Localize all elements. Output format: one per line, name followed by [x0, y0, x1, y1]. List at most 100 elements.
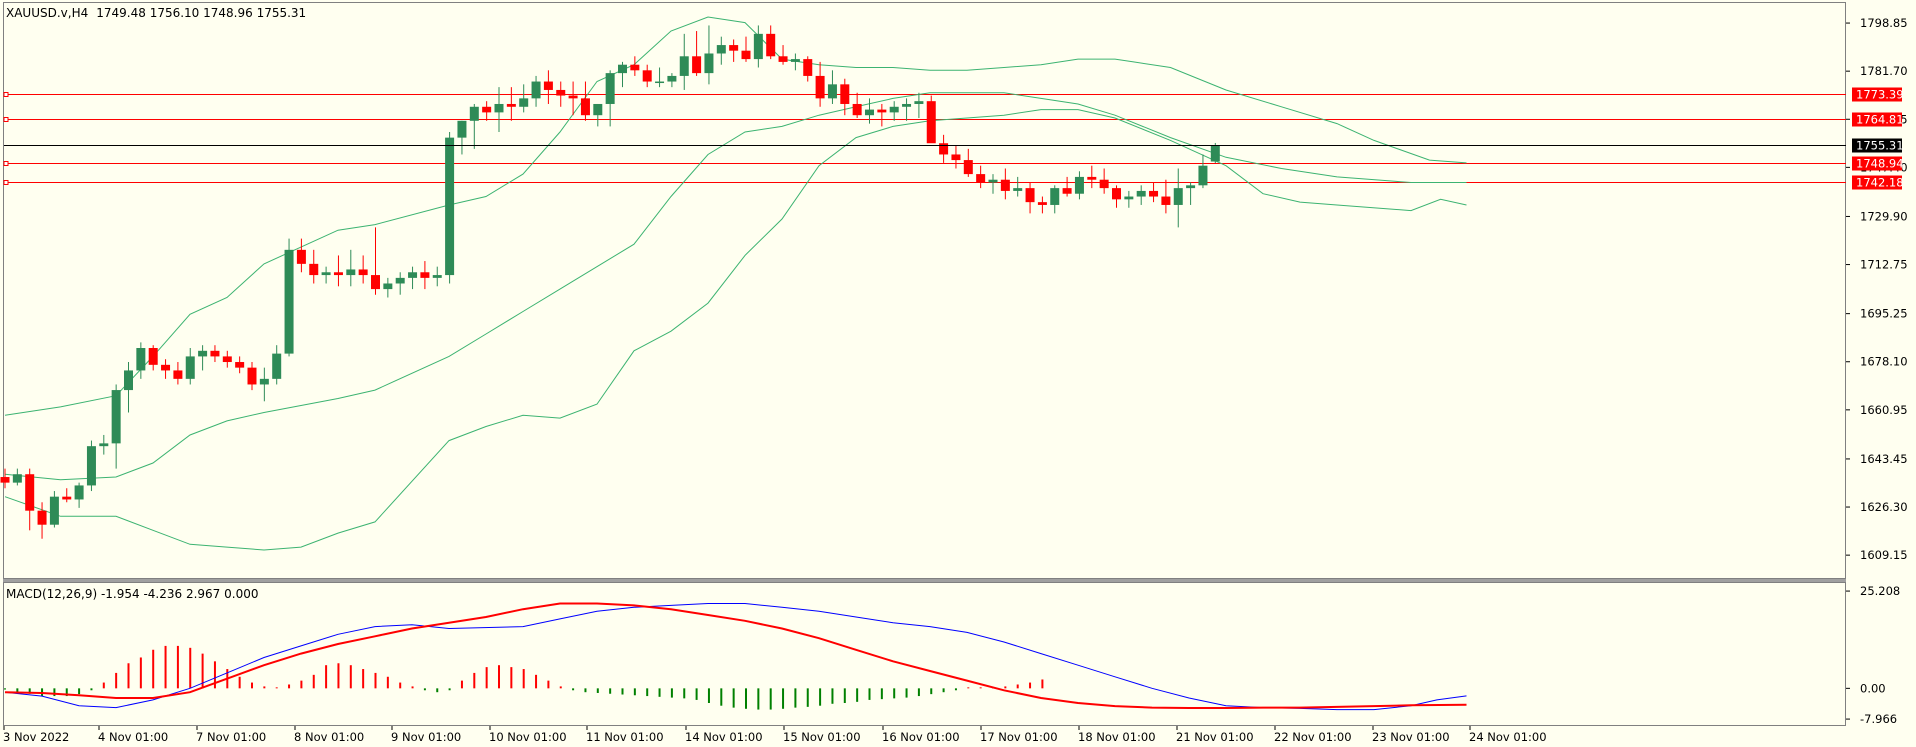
- candle-body: [12, 474, 22, 483]
- candle-body: [1112, 188, 1121, 200]
- candle-body: [1210, 145, 1220, 162]
- candle-body: [111, 390, 121, 444]
- candle-body: [86, 446, 96, 486]
- time-tick-label: 10 Nov 01:00: [489, 730, 567, 744]
- candle-body: [1025, 188, 1035, 203]
- macd-header-label: MACD(12,26,9) -1.954 -4.236 2.967 0.000: [6, 587, 258, 601]
- candle-body: [1186, 185, 1196, 189]
- time-tick-label: 23 Nov 01:00: [1372, 730, 1450, 744]
- candle-body: [902, 103, 912, 107]
- candle-body: [827, 84, 837, 99]
- candle-body: [25, 474, 35, 511]
- candle-body: [692, 56, 702, 74]
- level-handle: [3, 92, 9, 97]
- time-tick-label: 3 Nov 2022: [3, 730, 69, 744]
- time-tick-label: 16 Nov 01:00: [882, 730, 960, 744]
- level-price-tag: [1852, 112, 1902, 127]
- candle-body: [1087, 176, 1097, 180]
- candle-body: [346, 269, 356, 276]
- bollinger-upper-line: [4, 16, 1467, 416]
- candle-body: [951, 154, 961, 161]
- horizontal-levels: 1773.39 1764.81 1748.94 1742.18: [3, 87, 1904, 190]
- level-handle: [3, 117, 9, 122]
- candle-body: [593, 103, 603, 116]
- candle-body: [679, 56, 689, 76]
- candle-body: [210, 350, 220, 357]
- price-tick-label: 1626.30: [1860, 500, 1908, 514]
- candle-body: [766, 33, 776, 57]
- candle-body: [161, 364, 171, 371]
- candle-body: [0, 477, 10, 483]
- macd-tick-label: 0.00: [1860, 681, 1886, 695]
- time-tick-label: 8 Nov 01:00: [294, 730, 364, 744]
- candle-body: [247, 367, 257, 385]
- candle-body: [445, 137, 455, 276]
- time-tick-label: 15 Nov 01:00: [783, 730, 861, 744]
- main-panel-frame: [3, 2, 1846, 579]
- candle-body: [1149, 190, 1159, 197]
- candle-body: [568, 95, 578, 99]
- candle-body: [321, 272, 331, 276]
- time-tick-label: 11 Nov 01:00: [586, 730, 664, 744]
- candle-body: [667, 75, 677, 82]
- candle-body: [1037, 202, 1047, 205]
- candle-body: [395, 277, 405, 284]
- level-handle: [3, 161, 9, 166]
- bollinger-bands: [4, 16, 1467, 551]
- macd-signal-line: [4, 602, 1467, 709]
- candle-body: [358, 269, 368, 276]
- level-price-label: 1773.39: [1856, 88, 1904, 102]
- candle-body: [1050, 188, 1060, 205]
- candle-body: [580, 98, 590, 116]
- candle-body: [852, 103, 862, 116]
- candle-body: [309, 263, 319, 276]
- candle-body: [815, 75, 825, 99]
- candle-body: [62, 496, 72, 500]
- panel-splitter[interactable]: [3, 579, 1846, 582]
- macd-tick-label: -7.966: [1860, 712, 1897, 726]
- candle-body: [865, 109, 874, 116]
- candle-body: [963, 160, 973, 175]
- candle-body: [371, 275, 380, 290]
- time-tick-label: 24 Nov 01:00: [1469, 730, 1547, 744]
- level-price-label: 1742.18: [1856, 176, 1904, 190]
- price-tick-label: 1798.85: [1860, 16, 1908, 30]
- current-price-label: 1755.31: [1856, 139, 1904, 153]
- price-tick-label: 1660.95: [1860, 403, 1908, 417]
- candle-body: [753, 33, 763, 60]
- candle-body: [482, 106, 492, 113]
- candle-body: [383, 283, 393, 290]
- price-tick-label: 1712.75: [1860, 258, 1908, 272]
- chart-symbol-label: XAUUSD.v,H4 1749.48 1756.10 1748.96 1755.…: [6, 6, 306, 20]
- candle-body: [420, 272, 430, 278]
- candle-body: [729, 45, 739, 51]
- candle-body: [136, 348, 146, 371]
- time-tick-label: 22 Nov 01:00: [1274, 730, 1352, 744]
- candle-body: [1000, 179, 1010, 191]
- time-tick-label: 18 Nov 01:00: [1078, 730, 1156, 744]
- candle-body: [531, 81, 541, 99]
- level-price-label: 1748.94: [1856, 157, 1904, 171]
- candle-body: [1198, 165, 1208, 186]
- bollinger-lower-line: [4, 109, 1467, 551]
- candle-body: [457, 120, 467, 138]
- candle-body: [296, 249, 306, 264]
- macd-tick-label: 25.208: [1860, 584, 1900, 598]
- macd-main-line: [4, 603, 1467, 711]
- macd-panel-frame: [3, 582, 1846, 726]
- candle-body: [1062, 188, 1072, 194]
- candle-body: [272, 353, 282, 379]
- candle-body: [914, 101, 924, 104]
- price-tick-label: 1695.25: [1860, 307, 1908, 321]
- candle-body: [630, 64, 640, 71]
- candle-body: [704, 53, 714, 74]
- candle-body: [519, 98, 529, 107]
- price-tick-label: 1781.70: [1860, 64, 1908, 78]
- candle-body: [284, 249, 294, 354]
- candle-body: [741, 50, 751, 60]
- level-price-tag: [1852, 87, 1902, 102]
- candle-body: [99, 443, 109, 447]
- candle-body: [408, 272, 418, 278]
- candle-body: [988, 179, 998, 183]
